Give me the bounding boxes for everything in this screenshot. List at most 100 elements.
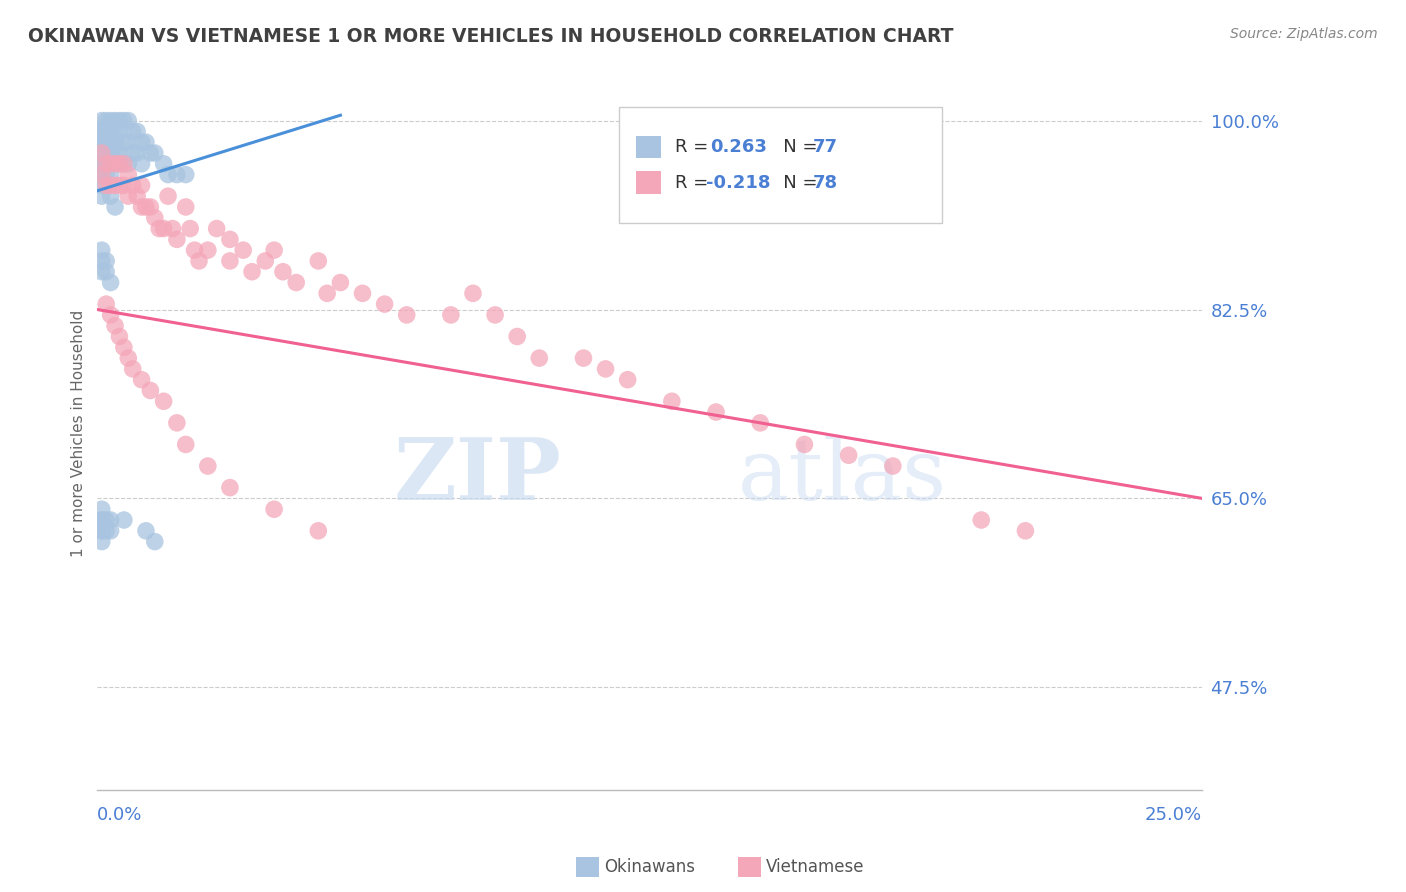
Point [108, 146, 131, 161]
Point [440, 308, 463, 322]
Point [152, 394, 174, 409]
Point [108, 113, 131, 128]
Point [90, 178, 112, 193]
Point [86, 135, 108, 149]
Point [127, 189, 149, 203]
Point [100, 178, 122, 193]
Point [100, 157, 122, 171]
Point [135, 200, 157, 214]
Point [131, 135, 153, 149]
Point [100, 524, 122, 538]
Point [285, 276, 308, 290]
Point [461, 286, 484, 301]
Point [166, 416, 188, 430]
Point [135, 524, 157, 538]
Point [121, 362, 143, 376]
Point [183, 243, 205, 257]
Text: 78: 78 [813, 174, 838, 192]
Point [166, 232, 188, 246]
Text: N =: N = [766, 138, 824, 156]
Point [316, 286, 339, 301]
Point [117, 351, 139, 365]
Point [704, 405, 727, 419]
Point [104, 178, 127, 193]
Point [96, 157, 118, 171]
Point [96, 524, 118, 538]
Point [197, 458, 219, 473]
Point [135, 135, 157, 149]
Point [263, 243, 285, 257]
Point [131, 157, 153, 171]
Point [139, 384, 162, 398]
Point [352, 286, 374, 301]
Point [174, 437, 197, 451]
Point [104, 157, 127, 171]
Point [96, 135, 118, 149]
Point [117, 113, 139, 128]
Point [96, 265, 118, 279]
Point [143, 534, 166, 549]
Point [90, 168, 112, 182]
Point [595, 362, 617, 376]
Point [100, 308, 122, 322]
Text: R =: R = [675, 174, 714, 192]
Text: Okinawans: Okinawans [605, 858, 696, 876]
Point [86, 168, 108, 182]
Point [86, 146, 108, 161]
Text: OKINAWAN VS VIETNAMESE 1 OR MORE VEHICLES IN HOUSEHOLD CORRELATION CHART: OKINAWAN VS VIETNAMESE 1 OR MORE VEHICLE… [28, 27, 953, 45]
Point [117, 135, 139, 149]
Text: Source: ZipAtlas.com: Source: ZipAtlas.com [1230, 27, 1378, 41]
Text: ZIP: ZIP [394, 434, 561, 518]
Point [108, 178, 131, 193]
Point [90, 157, 112, 171]
Point [108, 157, 131, 171]
Point [307, 254, 329, 268]
Point [104, 157, 127, 171]
Point [96, 178, 118, 193]
Point [108, 157, 131, 171]
Point [572, 351, 595, 365]
Point [882, 458, 904, 473]
Point [197, 243, 219, 257]
Point [90, 524, 112, 538]
Point [117, 168, 139, 182]
Point [131, 373, 153, 387]
Point [100, 189, 122, 203]
Point [104, 318, 127, 333]
Point [104, 124, 127, 138]
Point [254, 254, 277, 268]
Point [104, 113, 127, 128]
Point [232, 243, 254, 257]
Text: 0.0%: 0.0% [97, 806, 143, 824]
Point [131, 200, 153, 214]
Point [174, 200, 197, 214]
Point [616, 373, 638, 387]
Point [96, 178, 118, 193]
Point [100, 124, 122, 138]
Point [96, 297, 118, 311]
Point [188, 254, 211, 268]
Point [100, 276, 122, 290]
Point [112, 157, 135, 171]
Point [112, 340, 135, 354]
Point [90, 513, 112, 527]
Text: N =: N = [766, 174, 824, 192]
Point [96, 157, 118, 171]
Point [112, 513, 135, 527]
Point [90, 243, 112, 257]
Point [240, 265, 263, 279]
Point [793, 437, 815, 451]
Point [90, 146, 112, 161]
Point [86, 124, 108, 138]
Point [121, 124, 143, 138]
Point [121, 178, 143, 193]
Text: 0.263: 0.263 [710, 138, 766, 156]
Point [162, 221, 184, 235]
Point [143, 146, 166, 161]
Point [86, 157, 108, 171]
Point [152, 221, 174, 235]
Point [166, 168, 188, 182]
Text: R =: R = [675, 138, 720, 156]
Point [127, 146, 149, 161]
Point [484, 308, 506, 322]
